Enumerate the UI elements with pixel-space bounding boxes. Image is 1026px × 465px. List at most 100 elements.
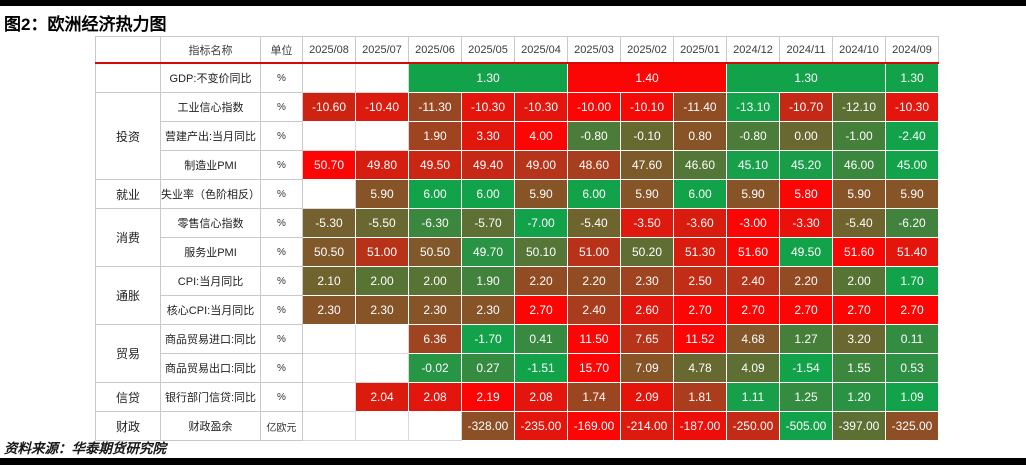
indicator-name-cell: 工业信心指数 xyxy=(160,92,261,122)
heatmap-cell: 1.11 xyxy=(726,382,780,412)
heatmap-cell: 5.90 xyxy=(726,179,780,209)
heatmap-cell: -10.60 xyxy=(302,92,356,122)
heatmap-cell: 2.19 xyxy=(461,382,515,412)
heatmap-cell: 46.60 xyxy=(673,150,727,180)
heatmap-cell: 2.70 xyxy=(673,295,727,325)
heatmap-cell: 2.08 xyxy=(408,382,462,412)
heatmap-cell: 2.70 xyxy=(726,295,780,325)
heatmap-cell: 2.00 xyxy=(832,266,886,296)
month-column-header: 2024/09 xyxy=(885,36,939,64)
heatmap-cell: 2.20 xyxy=(779,266,833,296)
month-column-header: 2025/07 xyxy=(355,36,409,64)
heatmap-cell: 50.50 xyxy=(302,237,356,267)
month-column-header: 2025/06 xyxy=(408,36,462,64)
heatmap-cell: 1.09 xyxy=(885,382,939,412)
group-cell: 投资 xyxy=(95,92,161,180)
heatmap-cell: -13.10 xyxy=(726,92,780,122)
heatmap-cell: -5.40 xyxy=(567,208,621,238)
indicator-name-cell: 商品贸易出口:同比 xyxy=(160,353,261,383)
indicator-row: 通胀 CPI:当月同比% 2.10 2.00 2.00 1.90 2.20 2.20 2.30 2… xyxy=(95,266,939,325)
unit-cell: % xyxy=(260,295,303,325)
heatmap-cell: -5.70 xyxy=(461,208,515,238)
indicator-name-cell: 营建产出:当月同比 xyxy=(160,121,261,151)
indicator-row: 消费 零售信心指数% -5.30 -5.50 -6.30 -5.70 -7.00 -5.40 -… xyxy=(95,208,939,267)
blank-cell xyxy=(302,411,356,441)
month-column-header: 2024/11 xyxy=(779,36,833,64)
heatmap-cell: 5.90 xyxy=(355,179,409,209)
indicator-row: 营建产出:当月同比% 1.90 3.30 4.00 -0.80 -0.10 0.80 -0.8… xyxy=(96,121,939,151)
month-column-header: 2024/10 xyxy=(832,36,886,64)
heatmap-table: 指标名称 单位 2025/08 2025/07 2025/06 2025/05 2025/0… xyxy=(95,36,939,441)
heatmap-cell: -0.80 xyxy=(567,121,621,151)
indicator-row: 财政 财政盈余 亿欧元 -328.00 -235.00 -169.00 -214.00 -18… xyxy=(95,411,939,441)
heatmap-cell: 4.00 xyxy=(514,121,568,151)
blank-cell xyxy=(355,121,409,151)
blank-cell xyxy=(355,324,409,354)
unit-cell: % xyxy=(260,382,303,412)
heatmap-cell: 4.09 xyxy=(726,353,780,383)
blank-cell xyxy=(302,382,356,412)
heatmap-cell: 45.00 xyxy=(885,150,939,180)
heatmap-cell: -187.00 xyxy=(673,411,727,441)
group-cell: 消费 xyxy=(95,208,161,267)
name-column-header: 指标名称 xyxy=(160,36,261,64)
heatmap-cell: 2.30 xyxy=(355,295,409,325)
heatmap-cell: 0.41 xyxy=(514,324,568,354)
blank-cell xyxy=(302,353,356,383)
heatmap-cell: -3.60 xyxy=(673,208,727,238)
unit-cell: % xyxy=(260,121,303,151)
heatmap-cell: 51.00 xyxy=(355,237,409,267)
blank-cell xyxy=(302,179,356,209)
unit-cell: % xyxy=(260,92,303,122)
heatmap-cell: 50.20 xyxy=(620,237,674,267)
heatmap-cell: 2.10 xyxy=(302,266,356,296)
group-cell: 信贷 xyxy=(95,382,161,412)
heatmap-cell: 2.00 xyxy=(408,266,462,296)
heatmap-cell: -1.70 xyxy=(461,324,515,354)
heatmap-cell: 49.40 xyxy=(461,150,515,180)
heatmap-cell: 11.50 xyxy=(567,324,621,354)
heatmap-cell: -11.30 xyxy=(408,92,462,122)
heatmap-cell: -235.00 xyxy=(514,411,568,441)
heatmap-cell: 3.30 xyxy=(461,121,515,151)
indicator-name-cell: 零售信心指数 xyxy=(160,208,261,238)
month-column-header: 2024/12 xyxy=(726,36,780,64)
heatmap-cell: 1.20 xyxy=(832,382,886,412)
heatmap-cell: 49.00 xyxy=(514,150,568,180)
heatmap-cell: 2.20 xyxy=(514,266,568,296)
indicator-name-cell: GDP:不变价同比 xyxy=(160,62,261,93)
heatmap-cell: 45.10 xyxy=(726,150,780,180)
blank-cell xyxy=(302,121,356,151)
heatmap-cell: -250.00 xyxy=(726,411,780,441)
heatmap-cell: 48.60 xyxy=(567,150,621,180)
heatmap-cell: -6.30 xyxy=(408,208,462,238)
heatmap-cell: 2.00 xyxy=(355,266,409,296)
indicator-row: 就业 失业率（色阶相反）% 5.90 6.00 6.00 5.90 6.00 5.90 6.00… xyxy=(95,179,939,209)
unit-cell: % xyxy=(260,208,303,238)
indicator-name-cell: 失业率（色阶相反） xyxy=(160,179,261,209)
heatmap-cell: 5.90 xyxy=(514,179,568,209)
heatmap-cell: 0.53 xyxy=(885,353,939,383)
heatmap-cell: -5.30 xyxy=(302,208,356,238)
heatmap-cell: 1.90 xyxy=(461,266,515,296)
heatmap-cell: -5.50 xyxy=(355,208,409,238)
heatmap-cell: 50.70 xyxy=(302,150,356,180)
heatmap-cell: -10.30 xyxy=(514,92,568,122)
heatmap-cell: 51.60 xyxy=(832,237,886,267)
heatmap-cell: 11.52 xyxy=(673,324,727,354)
heatmap-cell: -7.00 xyxy=(514,208,568,238)
bottom-border-bar xyxy=(0,458,1026,465)
heatmap-cell: 45.20 xyxy=(779,150,833,180)
heatmap-cell: 2.70 xyxy=(832,295,886,325)
heatmap-cell: -10.00 xyxy=(567,92,621,122)
heatmap-cell: 2.40 xyxy=(726,266,780,296)
heatmap-cell: 1.30 xyxy=(726,62,886,93)
indicator-row: 贸易 商品贸易进口:同比% 6.36 -1.70 0.41 11.50 7.65 11.52 4… xyxy=(95,324,939,383)
heatmap-cell: -1.54 xyxy=(779,353,833,383)
heatmap-cell: 46.00 xyxy=(832,150,886,180)
blank-cell xyxy=(355,353,409,383)
heatmap-cell: 2.30 xyxy=(620,266,674,296)
heatmap-cell: 3.20 xyxy=(832,324,886,354)
heatmap-cell: 2.08 xyxy=(514,382,568,412)
